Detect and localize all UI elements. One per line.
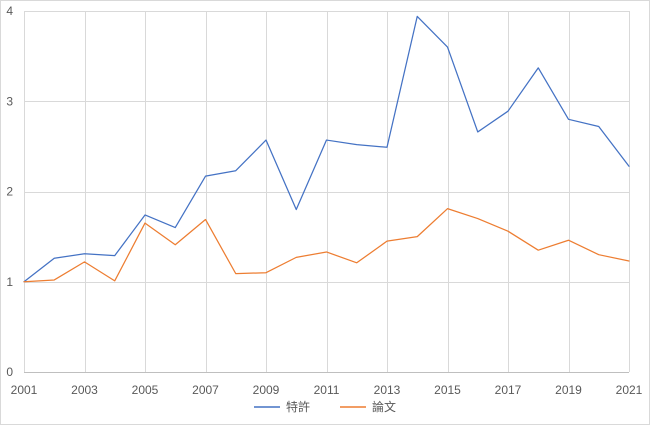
legend-label: 論文 [372,399,396,414]
x-tick-label: 2017 [495,383,522,397]
x-tick-label: 2019 [555,383,582,397]
y-tick-label: 3 [6,94,13,108]
y-tick-label: 4 [6,4,13,18]
legend-label: 特許 [286,399,310,414]
gridlines [24,11,630,372]
x-tick-label: 2003 [71,383,98,397]
axes [24,11,629,373]
x-tick-label: 2015 [434,383,461,397]
legend-item: 論文 [340,399,396,414]
y-tick-labels: 0 1 2 3 4 [6,4,13,379]
x-tick-label: 2009 [253,383,280,397]
x-tick-label: 2005 [132,383,159,397]
x-tick-label: 2001 [11,383,38,397]
legend: 特許 論文 [254,399,396,414]
series-line-0 [23,15,630,283]
y-tick-label: 1 [6,275,13,289]
series-lines [23,15,630,283]
legend-item: 特許 [254,399,310,414]
series-line-1 [23,208,630,283]
x-tick-label: 2013 [374,383,401,397]
x-tick-label: 2021 [616,383,643,397]
y-tick-label: 2 [6,185,13,199]
x-tick-label: 2011 [314,383,340,397]
x-tick-label: 2007 [192,383,219,397]
y-tick-label: 0 [6,365,13,379]
x-tick-labels: 2001 2003 2005 2007 2009 2011 2013 2015 2017 2019… [11,383,643,397]
